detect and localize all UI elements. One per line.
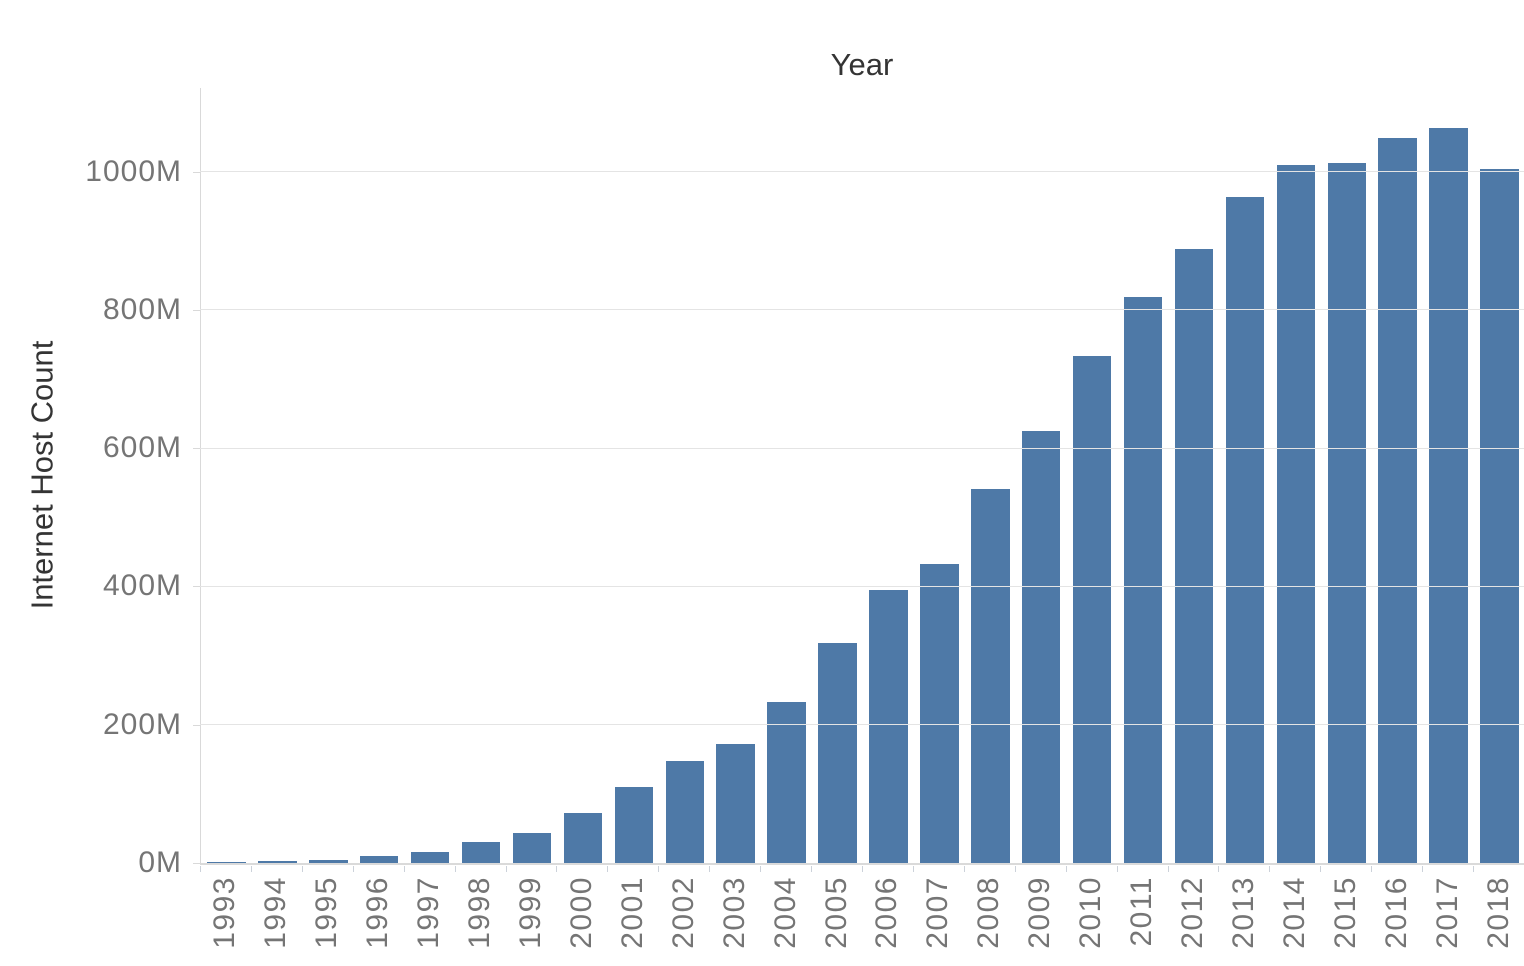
bar-2007[interactable] — [920, 563, 959, 863]
x-tick-label: 1998 — [463, 876, 497, 949]
x-tick-label: 2001 — [615, 876, 649, 949]
bar-2002[interactable] — [665, 761, 705, 863]
y-axis-tick — [193, 863, 200, 864]
x-tick-label: 2018 — [1481, 876, 1515, 949]
x-axis-tick — [352, 866, 354, 872]
bar-2011[interactable] — [1123, 297, 1163, 863]
x-tick-label: 2015 — [1328, 876, 1362, 949]
x-tick-label: 2014 — [1277, 876, 1311, 949]
y-tick-label: 800M — [102, 292, 182, 326]
bar-2000[interactable] — [563, 812, 603, 863]
x-axis-tick — [862, 866, 863, 872]
x-axis-tick — [1218, 866, 1220, 872]
y-axis-tick — [193, 309, 200, 311]
bar-2006[interactable] — [869, 589, 908, 863]
x-axis-tick — [301, 866, 303, 872]
y-tick-label: 200M — [102, 707, 182, 741]
x-axis-tick — [454, 866, 456, 872]
bar-2008[interactable] — [971, 488, 1010, 863]
x-tick-label: 2008 — [972, 876, 1006, 949]
x-axis-tick — [200, 866, 201, 872]
x-tick-label: 2010 — [1074, 876, 1108, 949]
x-tick-label: 2009 — [1023, 876, 1057, 949]
x-axis-tick — [912, 866, 914, 872]
x-tick-label: 1999 — [514, 876, 547, 949]
x-axis-tick — [1269, 866, 1271, 872]
x-tick-label: 1997 — [412, 876, 446, 949]
x-tick-label: 2004 — [768, 876, 802, 949]
bar-2013[interactable] — [1225, 196, 1265, 863]
x-tick-label: 2012 — [1176, 876, 1209, 949]
x-axis-tick — [1371, 866, 1373, 872]
bar-2003[interactable] — [716, 744, 755, 863]
y-axis-tick — [193, 586, 200, 588]
y-tick-label: 400M — [102, 569, 182, 603]
x-tick-label: 2003 — [717, 876, 751, 949]
x-axis-tick — [811, 866, 813, 872]
bar-1997[interactable] — [410, 851, 450, 863]
bar-1995[interactable] — [309, 859, 348, 863]
bar-2017[interactable] — [1429, 128, 1468, 863]
x-axis-tick — [760, 866, 762, 872]
x-axis-tick — [1065, 866, 1067, 872]
y-axis-tick — [193, 171, 200, 173]
x-tick-label: 1996 — [361, 876, 395, 949]
x-axis-tick — [556, 866, 558, 872]
x-axis-tick — [403, 866, 405, 872]
x-tick-label: 1993 — [208, 876, 242, 949]
bar-2001[interactable] — [614, 787, 654, 863]
gridline-200M — [200, 724, 1524, 726]
bar-1994[interactable] — [258, 861, 297, 863]
x-tick-label: 2011 — [1125, 876, 1159, 947]
bar-2016[interactable] — [1378, 137, 1417, 863]
bar-2018[interactable] — [1480, 169, 1519, 863]
bar-2010[interactable] — [1072, 356, 1112, 863]
gridline-800M — [200, 309, 1524, 311]
bar-2009[interactable] — [1021, 430, 1061, 863]
chart-title: Year — [830, 47, 894, 82]
x-tick-label: 1995 — [310, 876, 344, 949]
x-tick-label: 2000 — [564, 876, 598, 949]
x-axis-tick — [1320, 866, 1322, 872]
y-axis-tick — [193, 448, 200, 450]
bar-1999[interactable] — [512, 833, 552, 863]
x-axis-tick — [1014, 866, 1016, 872]
x-axis-tick — [250, 866, 252, 872]
x-axis-tick — [1167, 866, 1169, 872]
x-tick-label: 2013 — [1226, 876, 1260, 949]
x-axis-tick — [607, 866, 609, 872]
bar-2005[interactable] — [818, 643, 857, 863]
x-axis-tick — [658, 866, 660, 872]
x-axis-tick — [963, 866, 965, 872]
y-axis-title: Internet Host Count — [24, 340, 60, 610]
x-axis-tick — [505, 866, 507, 872]
bar-2004[interactable] — [767, 701, 806, 863]
x-tick-label: 2005 — [819, 876, 853, 949]
x-tick-label: 2006 — [870, 876, 904, 949]
x-tick-label: 2017 — [1430, 876, 1464, 949]
bar-2015[interactable] — [1327, 162, 1367, 863]
plot-area — [200, 88, 1524, 865]
x-axis-tick — [1473, 866, 1475, 872]
y-tick-label: 600M — [102, 431, 182, 465]
y-tick-label: 1000M — [85, 154, 182, 188]
y-tick-label: 0M — [138, 846, 182, 879]
bar-2012[interactable] — [1174, 248, 1214, 863]
bar-1998[interactable] — [461, 842, 501, 863]
x-tick-label: 1994 — [259, 876, 293, 949]
x-axis-tick — [1422, 866, 1424, 872]
gridline-1000M — [200, 171, 1524, 173]
x-tick-label: 2007 — [921, 876, 955, 949]
bar-1996[interactable] — [359, 856, 399, 863]
x-axis-tick — [709, 866, 711, 872]
gridline-600M — [200, 447, 1524, 449]
x-axis-tick — [1116, 866, 1118, 872]
bar-1993[interactable] — [207, 862, 246, 863]
x-tick-label: 2002 — [666, 876, 700, 949]
x-tick-label: 2016 — [1379, 876, 1413, 949]
y-axis-tick — [193, 724, 200, 726]
bar-2014[interactable] — [1276, 164, 1316, 863]
gridline-400M — [200, 585, 1524, 587]
